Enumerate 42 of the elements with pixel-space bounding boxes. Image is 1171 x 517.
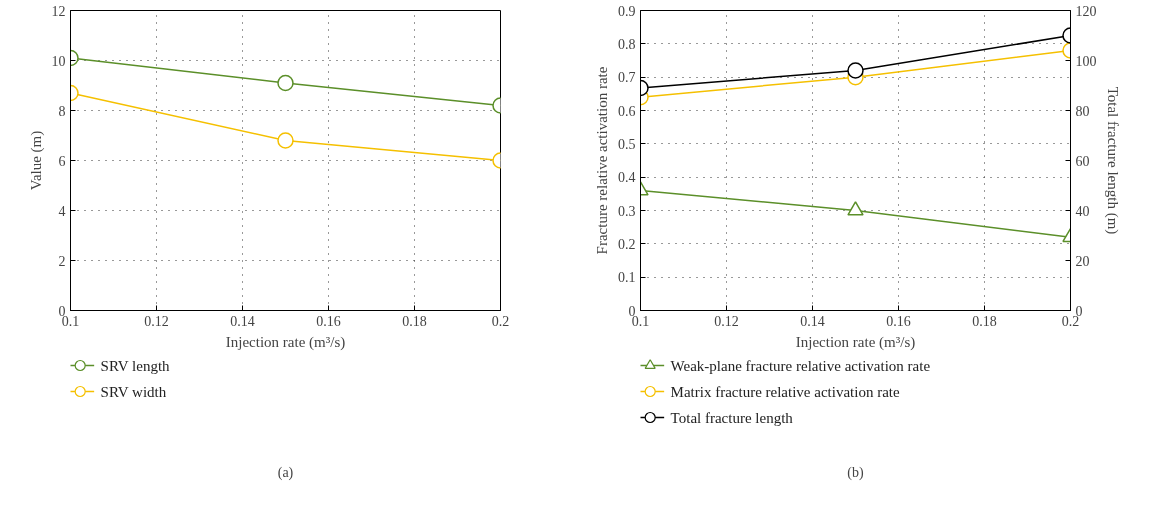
x-tick-label: 0.16: [886, 313, 911, 329]
y-tick-label: 4: [58, 203, 66, 219]
y2-tick-label: 100: [1075, 53, 1097, 69]
legend-label: SRV width: [100, 383, 167, 400]
y-tick-label: 6: [58, 153, 66, 169]
y-tick-label: 0.2: [618, 236, 636, 252]
x-tick-label: 0.14: [800, 313, 825, 329]
y-tick-label: 0.4: [618, 170, 636, 186]
y2-tick-label: 60: [1075, 153, 1090, 169]
y-tick-label: 0.5: [618, 136, 636, 152]
y-tick-label: 8: [58, 103, 66, 119]
x-axis-title: Injection rate (m³/s): [795, 333, 916, 351]
y2-tick-label: 120: [1075, 3, 1097, 19]
legend-label: Matrix fracture relative activation rate: [670, 383, 900, 400]
x-tick-label: 0.12: [714, 313, 739, 329]
x-tick-label: 0.18: [972, 313, 997, 329]
x-axis-title: Injection rate (m³/s): [225, 333, 346, 351]
y-axis-title: Value (m): [27, 130, 45, 191]
x-tick-label: 0.14: [230, 313, 255, 329]
text: (a): [277, 464, 294, 481]
x-tick-label: 0.12: [144, 313, 169, 329]
x-tick-label: 0.2: [491, 313, 510, 329]
x-tick-label: 0.18: [402, 313, 427, 329]
y-tick-label: 0.3: [618, 203, 636, 219]
y-tick-label: 0.7: [618, 70, 636, 86]
y-tick-label: 0.9: [618, 3, 636, 19]
x-tick-label: 0.16: [316, 313, 341, 329]
y-tick-label: 12: [51, 3, 66, 19]
y2-tick-label: 20: [1075, 253, 1090, 269]
y2-axis-title: Total fracture length (m): [1103, 86, 1121, 235]
text: (b): [847, 464, 864, 481]
legend-label: SRV length: [100, 357, 171, 374]
y-axis-title: Fracture relative activation rate: [594, 66, 610, 255]
y-tick-label: 10: [51, 53, 66, 69]
legend-label: Weak-plane fracture relative activation rate: [670, 357, 931, 374]
y-tick-label: 0.8: [618, 36, 636, 52]
y-tick-label: 2: [58, 253, 66, 269]
legend-label: Total fracture length: [670, 409, 794, 426]
y-tick-label: 0.1: [618, 270, 636, 286]
y2-tick-label: 40: [1075, 203, 1090, 219]
y-tick-label: 0.6: [618, 103, 636, 119]
y2-tick-label: 80: [1075, 103, 1090, 119]
